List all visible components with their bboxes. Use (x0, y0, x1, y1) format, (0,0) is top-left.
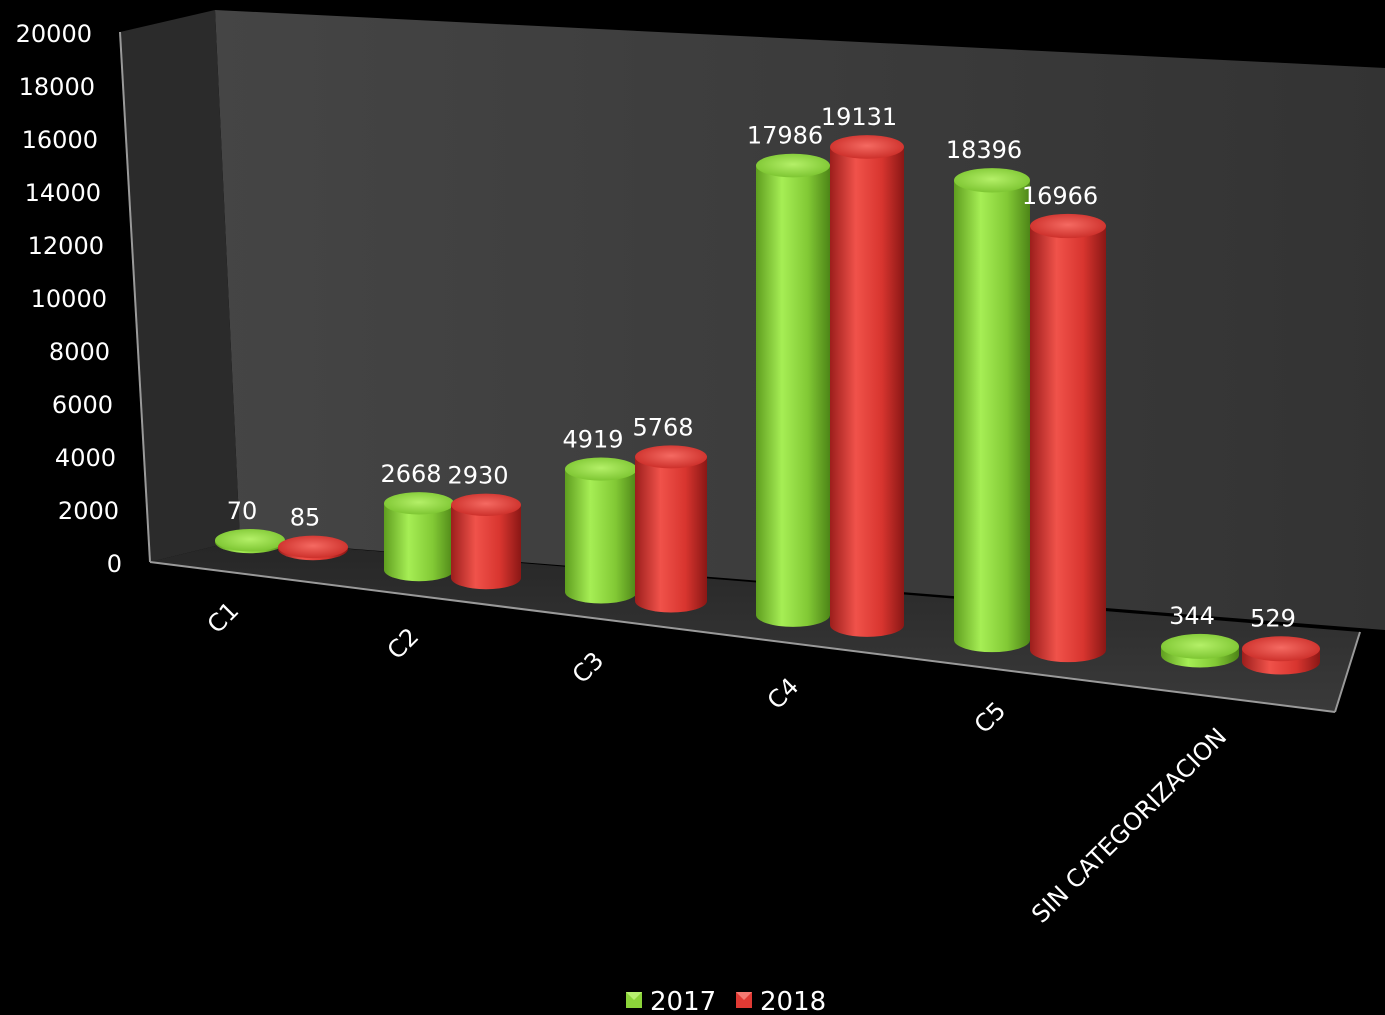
chart-side-wall (120, 10, 240, 562)
category-label-C5: C5 (969, 696, 1011, 738)
legend-item-2018: 2018 (736, 987, 826, 1015)
y-tick-label: 6000 (52, 391, 113, 419)
category-label-SIN CATEGORIZACION: SIN CATEGORIZACION (1026, 722, 1232, 928)
x-axis-line (149, 561, 1336, 713)
chart-floor (150, 540, 1360, 712)
y-tick-label: 4000 (55, 444, 116, 472)
legend: 2017 2018 (626, 987, 826, 1015)
category-label-C3: C3 (567, 646, 609, 688)
category-label-C1: C1 (202, 596, 244, 638)
data-label-2018-SIN CATEGORIZACION: 529 (1250, 604, 1296, 632)
bar-2018-SIN CATEGORIZACION (1242, 636, 1320, 675)
data-label-2018-C5: 16966 (1022, 182, 1098, 210)
y-tick-label: 10000 (31, 285, 107, 313)
y-tick-label: 20000 (16, 20, 92, 48)
legend-item-2017: 2017 (626, 987, 716, 1015)
bar-2017-SIN CATEGORIZACION (1161, 633, 1239, 668)
data-label-2017-C3: 4919 (562, 426, 623, 454)
bar-2017-C3 (565, 457, 637, 604)
data-label-2017-C4: 17986 (747, 122, 823, 150)
legend-label-2018: 2018 (760, 987, 826, 1015)
bar-2018-C3 (635, 445, 707, 613)
y-tick-label: 8000 (49, 338, 110, 366)
bar-2018-C5 (1030, 213, 1106, 663)
bar-2017-C5 (954, 168, 1030, 653)
data-label-2017-SIN CATEGORIZACION: 344 (1169, 602, 1215, 630)
y-tick-label: 16000 (22, 126, 98, 154)
y-tick-label: 2000 (58, 497, 119, 525)
data-label-2018-C3: 5768 (632, 413, 693, 441)
data-label-2017-C2: 2668 (380, 460, 441, 488)
data-label-2017-C1: 70 (227, 497, 258, 525)
legend-label-2017: 2017 (650, 987, 716, 1015)
bar-2017-C2 (384, 492, 454, 582)
legend-swatch-2018 (736, 992, 752, 1008)
bar-series (215, 135, 1320, 675)
y-tick-label: 0 (107, 550, 122, 578)
floor-right-edge (1334, 631, 1361, 713)
y-axis-line (119, 31, 151, 563)
data-label-2018-C4: 19131 (821, 103, 897, 131)
data-label-2018-C1: 85 (290, 504, 321, 532)
category-label-C4: C4 (762, 672, 804, 714)
y-tick-label: 12000 (28, 232, 104, 260)
bar-2017-C1 (215, 529, 285, 554)
y-tick-label: 18000 (19, 73, 95, 101)
legend-swatch-2017 (626, 992, 642, 1008)
bar-2018-C4 (830, 135, 904, 637)
data-label-2018-C2: 2930 (447, 462, 508, 490)
category-label-C2: C2 (382, 622, 424, 664)
data-label-2017-C5: 18396 (946, 136, 1022, 164)
bar-2017-C4 (756, 153, 830, 627)
bar-2018-C2 (451, 493, 521, 590)
y-tick-label: 14000 (25, 179, 101, 207)
bar-2018-C1 (278, 535, 348, 561)
y-axis-ticks: 0 2000 4000 6000 8000 10000 12000 14000 16000 180… (16, 20, 122, 578)
